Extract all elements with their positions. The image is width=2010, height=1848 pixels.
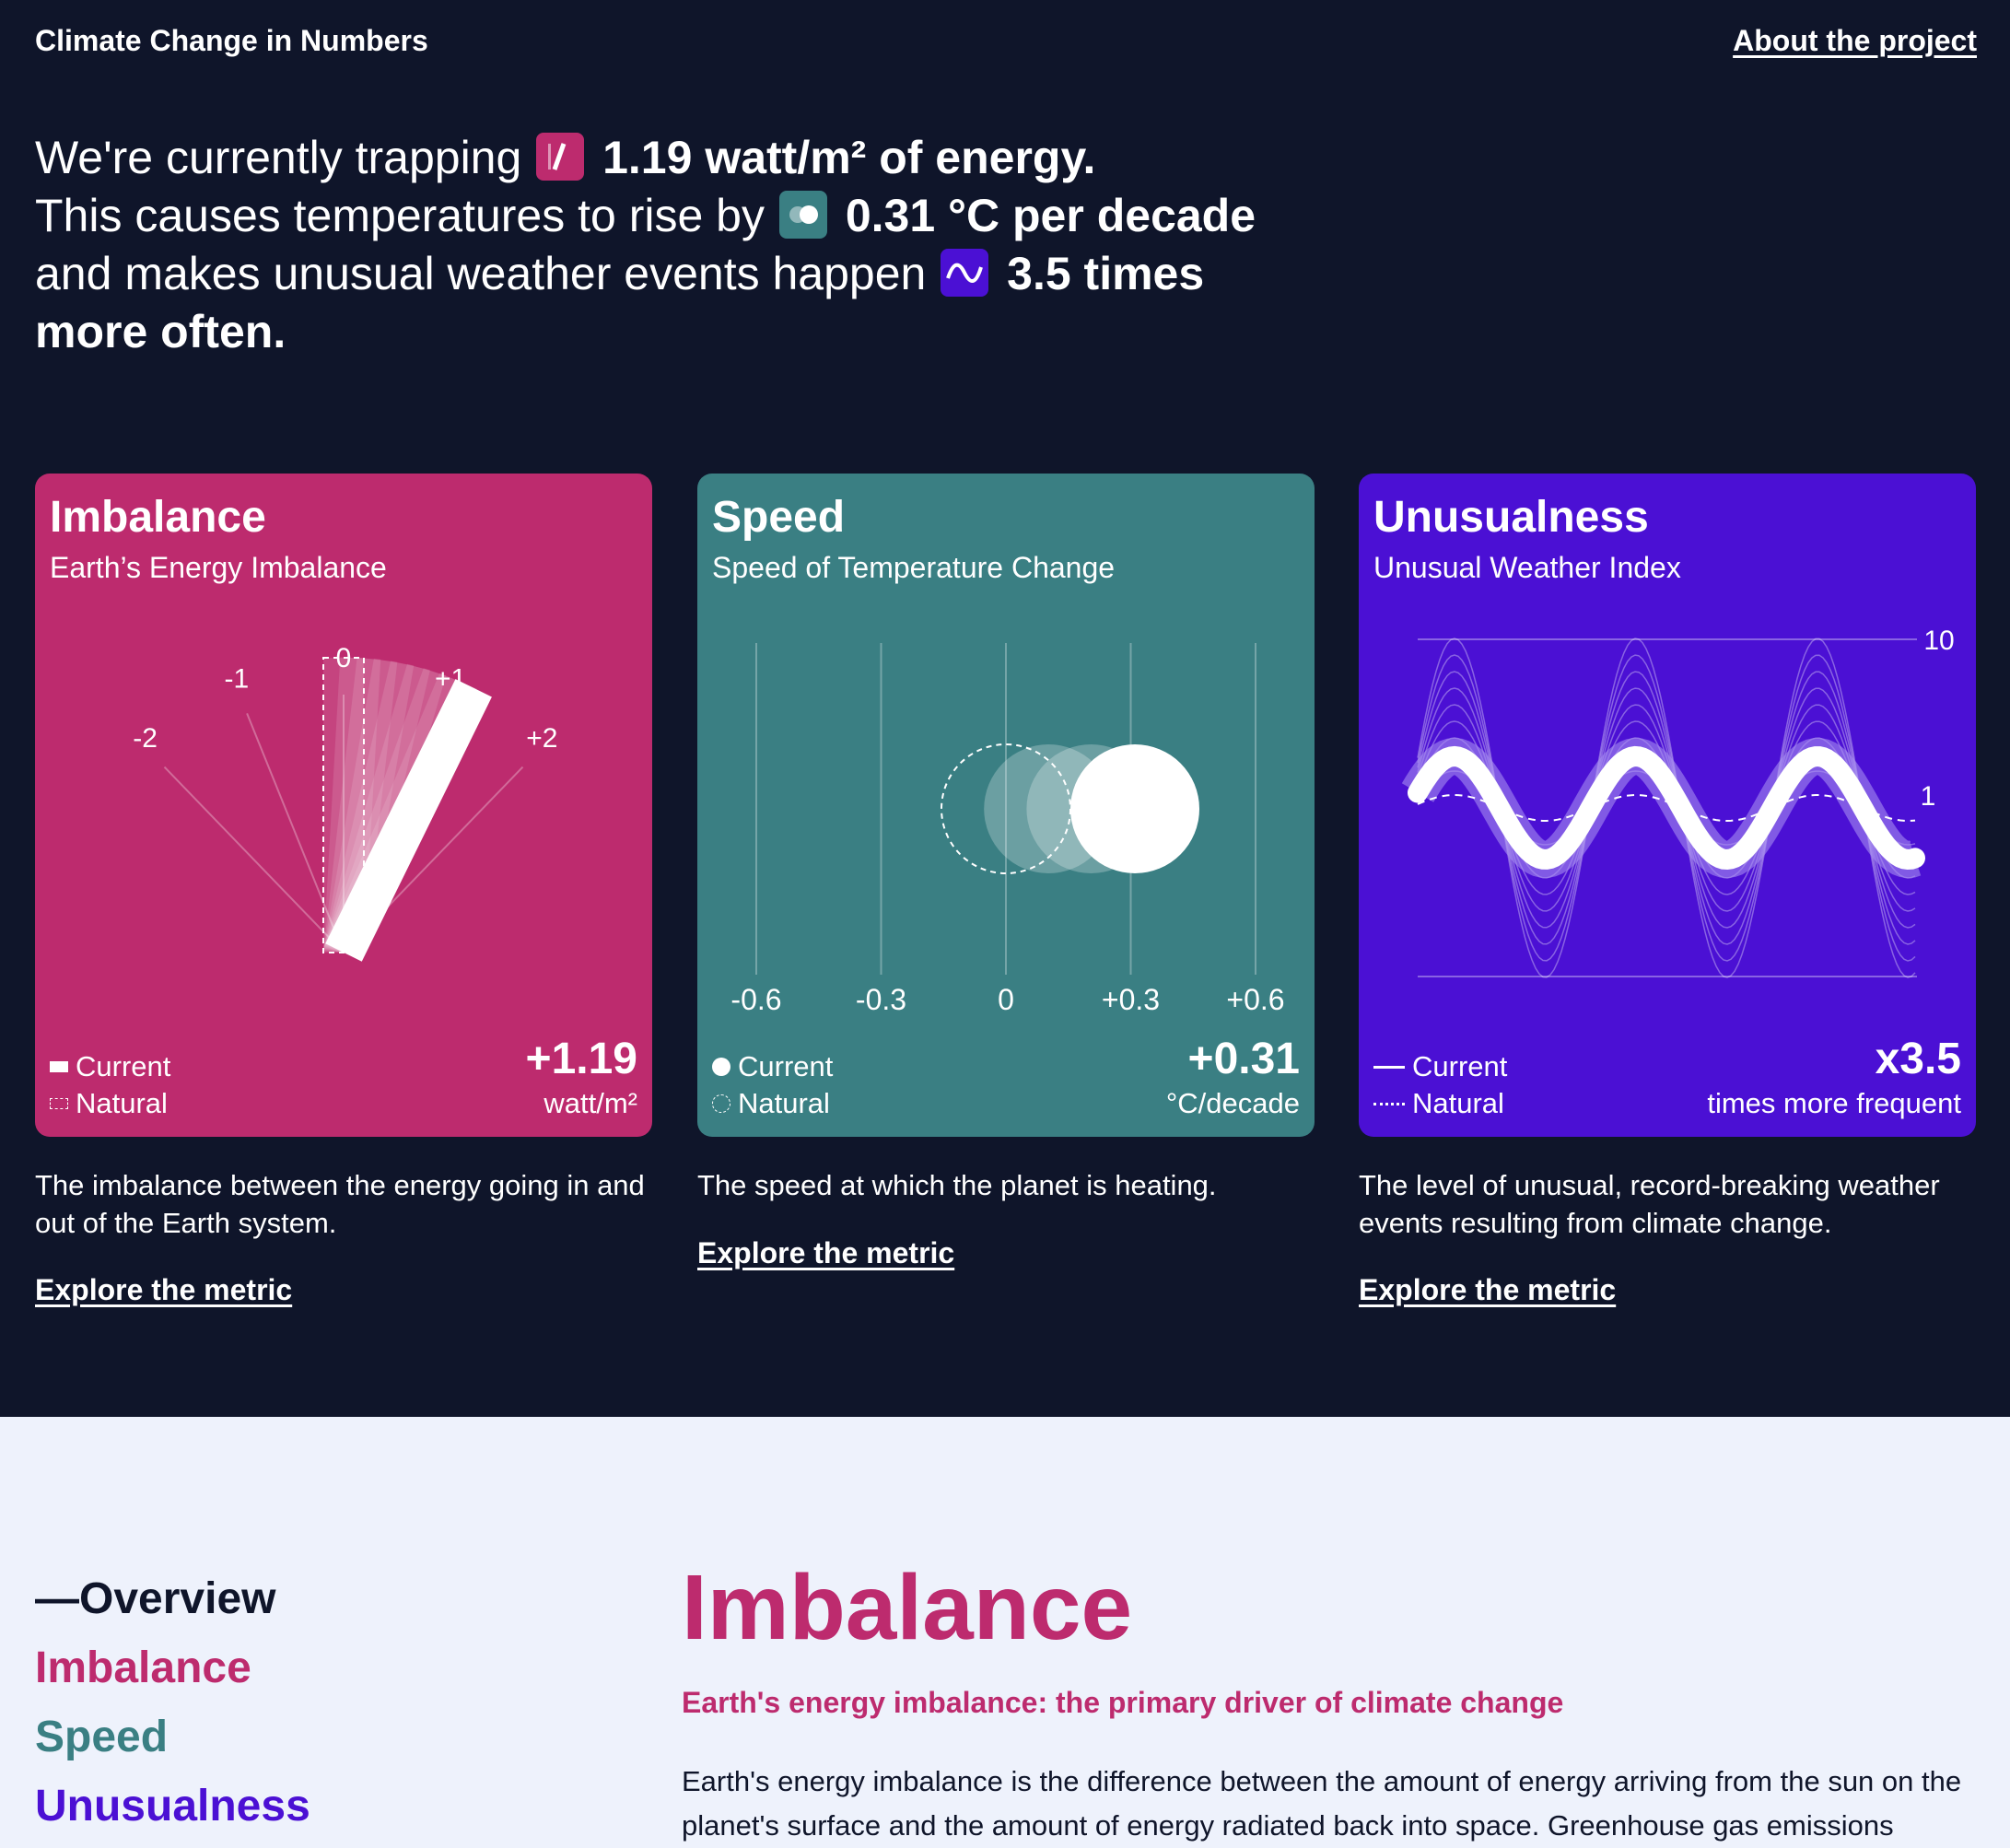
card-value-box: +1.19 watt/m²: [526, 1034, 637, 1122]
unusualness-card[interactable]: 10 1 Unusualness Unusual Weather Index Cu…: [1359, 474, 1976, 1137]
gauge-ghost-rect: [323, 658, 415, 956]
wave-current-line: [1408, 745, 1925, 871]
legend-current-swatch: [50, 1061, 68, 1072]
wave-axis-label-mid: 1: [1921, 781, 1936, 812]
speed-tick-label: -0.6: [730, 983, 781, 1016]
gauge-tick-label: -2: [133, 723, 158, 754]
gauge-ghost-rect: [323, 661, 430, 957]
gauge-tick-line: [246, 713, 345, 953]
speed-chart: -0.6 -0.3 0 +0.3 +0.6: [730, 643, 1285, 1016]
card-title: Imbalance: [50, 493, 266, 542]
speed-icon: [778, 191, 827, 239]
section-nav: —Overview Imbalance Speed Unusualness: [35, 1564, 310, 1841]
gauge-ghost-rect: [323, 657, 398, 955]
nav-item-speed[interactable]: Speed: [35, 1713, 169, 1761]
nav-item-overview[interactable]: —Overview: [35, 1574, 276, 1623]
speed-natural-circle: [941, 743, 1071, 874]
gauge-ghost-bar: [323, 658, 415, 956]
site-title[interactable]: Climate Change in Numbers: [35, 24, 428, 57]
gauge-current-group: [325, 679, 492, 962]
wave-icon: [941, 249, 989, 297]
nav-item-unusualness[interactable]: Unusualness: [35, 1782, 310, 1830]
legend-natural-swatch: [712, 1094, 730, 1113]
section-subtitle: Earth's energy imbalance: the primary dr…: [682, 1686, 1564, 1719]
section-title: Imbalance: [682, 1556, 1133, 1659]
speed-description: The speed at which the planet is heating…: [697, 1169, 1217, 1201]
card-legend: Current Natural: [50, 1048, 170, 1122]
detail-section: —Overview Imbalance Speed Unusualness Im…: [0, 1417, 2010, 1848]
unusualness-explore-link[interactable]: Explore the metric: [1359, 1273, 1617, 1306]
card-value: +1.19: [525, 1035, 637, 1083]
card-unit: °C/decade: [1165, 1087, 1300, 1119]
card-subtitle: Unusual Weather Index: [1373, 551, 1681, 584]
legend-current-swatch: [712, 1058, 730, 1076]
speed-tick-label: 0: [998, 983, 1014, 1016]
card-value: +0.31: [1187, 1035, 1300, 1083]
speed-tick-label: +0.3: [1102, 983, 1160, 1016]
gauge-current-bar: [325, 679, 492, 962]
legend-current-label: Current: [1412, 1050, 1508, 1082]
card-title: Unusualness: [1373, 493, 1649, 542]
gauge-tick-label: +2: [526, 723, 557, 754]
imbalance-description: The imbalance between the energy going i…: [35, 1169, 645, 1239]
card-value-box: x3.5 times more frequent: [1707, 1034, 1961, 1122]
headline-line3-text: and makes unusual weather events happen: [35, 248, 927, 299]
hero-section: Climate Change in Numbers About the proj…: [35, 24, 1977, 1306]
legend-natural-swatch: [1373, 1102, 1405, 1105]
speed-tick-label: -0.3: [856, 983, 906, 1016]
gauge-tick-label: -1: [225, 664, 250, 695]
wave-axis-label-top: 10: [1923, 626, 1954, 656]
speed-explore-link[interactable]: Explore the metric: [697, 1236, 955, 1269]
card-subtitle: Speed of Temperature Change: [712, 551, 1116, 584]
card-title: Speed: [712, 493, 846, 542]
headline-line1-text: We're currently trapping: [35, 132, 522, 183]
card-legend: Current Natural: [712, 1048, 833, 1122]
headline: We're currently trapping 1.19 watt/m² of…: [35, 129, 1269, 361]
card-value-box: +0.31 °C/decade: [1166, 1034, 1300, 1122]
gauge-ghost-bar: [323, 657, 398, 955]
imbalance-gauge: -2-10+1+2: [133, 643, 557, 962]
about-project-link[interactable]: About the project: [1733, 24, 1977, 57]
gauge-ghost-bar: [323, 661, 430, 957]
nav-item-imbalance[interactable]: Imbalance: [35, 1643, 251, 1692]
imbalance-card[interactable]: -2 -1 0 +1 +2 Imbalance Earth’s Energy Imbal…: [35, 474, 652, 1137]
imbalance-icon: [536, 133, 585, 181]
legend-current-label: Current: [738, 1050, 834, 1082]
headline-line3-value: 3.5 times more often.: [35, 248, 1205, 357]
legend-current-swatch: [1373, 1065, 1405, 1069]
headline-line2-value: 0.31 °C per decade: [845, 190, 1256, 241]
headline-line2-text: This causes temperatures to rise by: [35, 190, 765, 241]
card-unit: times more frequent: [1707, 1087, 1961, 1119]
speed-tick-label: +0.6: [1226, 983, 1284, 1016]
card-unit: watt/m²: [543, 1087, 637, 1119]
unusualness-chart: 10 1: [1401, 626, 1955, 978]
unusualness-description: The level of unusual, record-breaking we…: [1359, 1169, 1940, 1239]
gauge-tick-line: [163, 766, 345, 953]
speed-current-circle: [1070, 744, 1200, 873]
legend-current-label: Current: [76, 1050, 171, 1082]
headline-line1-value: 1.19 watt/m² of energy.: [602, 132, 1096, 183]
card-value: x3.5: [1875, 1035, 1961, 1083]
section-body: Earth's energy imbalance is the differen…: [682, 1765, 1962, 1842]
card-legend: Current Natural: [1373, 1048, 1507, 1122]
legend-natural-swatch: [50, 1098, 68, 1109]
card-subtitle: Earth’s Energy Imbalance: [50, 551, 387, 584]
speed-card[interactable]: -0.6 -0.3 0 +0.3 +0.6 Speed Speed of Tempera…: [697, 474, 1315, 1137]
legend-natural-label: Natural: [76, 1087, 168, 1119]
imbalance-explore-link[interactable]: Explore the metric: [35, 1273, 293, 1306]
legend-natural-label: Natural: [1412, 1087, 1504, 1119]
legend-natural-label: Natural: [738, 1087, 830, 1119]
